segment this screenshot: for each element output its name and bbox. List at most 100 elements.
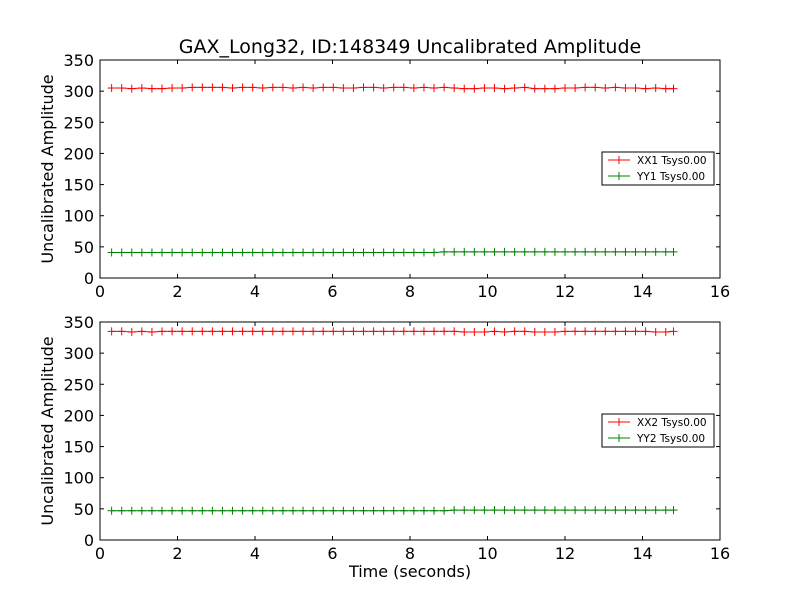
x-tick-label: 6 bbox=[327, 282, 337, 301]
data-point bbox=[430, 84, 439, 93]
data-point bbox=[278, 327, 287, 336]
x-tick-label: 8 bbox=[405, 544, 415, 563]
data-point bbox=[591, 83, 600, 92]
data-point bbox=[490, 247, 499, 256]
data-point bbox=[178, 248, 187, 257]
data-point bbox=[178, 327, 187, 336]
data-point bbox=[561, 327, 569, 336]
data-point bbox=[641, 84, 650, 93]
x-tick-label: 0 bbox=[95, 544, 105, 563]
data-point bbox=[669, 506, 678, 515]
data-point bbox=[309, 327, 318, 336]
x-tick-label: 16 bbox=[710, 282, 730, 301]
data-point bbox=[540, 327, 549, 336]
data-point bbox=[631, 327, 640, 336]
data-point bbox=[309, 84, 318, 93]
data-point bbox=[440, 327, 449, 336]
data-point bbox=[258, 84, 267, 93]
data-point bbox=[198, 506, 207, 515]
data-point bbox=[158, 506, 166, 515]
y-tick-label: 50 bbox=[74, 238, 94, 257]
data-point bbox=[299, 83, 308, 92]
data-point bbox=[510, 84, 519, 93]
y-tick-label: 350 bbox=[63, 51, 94, 70]
data-point bbox=[147, 327, 156, 336]
data-point bbox=[258, 327, 267, 336]
data-point bbox=[359, 506, 368, 515]
x-tick-label: 14 bbox=[632, 544, 652, 563]
data-point bbox=[480, 84, 489, 93]
y-tick-label: 300 bbox=[63, 82, 94, 101]
data-point bbox=[601, 506, 610, 515]
data-point bbox=[198, 248, 207, 257]
data-point bbox=[540, 247, 549, 256]
data-point bbox=[168, 506, 177, 515]
data-point bbox=[127, 506, 136, 515]
data-point bbox=[268, 506, 277, 515]
data-point bbox=[500, 84, 509, 93]
data-point bbox=[158, 248, 166, 257]
data-point bbox=[450, 327, 459, 336]
data-point bbox=[258, 248, 267, 257]
data-point bbox=[268, 83, 277, 92]
data-point bbox=[107, 84, 116, 93]
data-point bbox=[369, 248, 378, 257]
data-point bbox=[319, 327, 328, 336]
data-point bbox=[127, 248, 136, 257]
data-point bbox=[561, 84, 569, 93]
data-point bbox=[369, 506, 378, 515]
data-point bbox=[299, 327, 308, 336]
legend-label: XX2 Tsys0.00 bbox=[637, 417, 707, 429]
data-point bbox=[460, 84, 469, 93]
data-point bbox=[611, 247, 620, 256]
data-point bbox=[510, 247, 519, 256]
data-point bbox=[520, 506, 529, 515]
data-point bbox=[127, 84, 136, 93]
data-point bbox=[520, 247, 529, 256]
data-point bbox=[218, 83, 227, 92]
data-point bbox=[339, 248, 348, 257]
data-point bbox=[530, 247, 539, 256]
data-point bbox=[500, 247, 509, 256]
data-point bbox=[339, 84, 348, 93]
x-tick-label: 10 bbox=[477, 282, 497, 301]
data-point bbox=[178, 506, 187, 515]
data-point bbox=[669, 327, 678, 336]
data-point bbox=[188, 83, 197, 92]
data-point bbox=[288, 327, 297, 336]
y-tick-label: 300 bbox=[63, 344, 94, 363]
data-point bbox=[550, 247, 559, 256]
data-point bbox=[198, 327, 207, 336]
data-point bbox=[540, 506, 549, 515]
data-point bbox=[268, 248, 277, 257]
data-point bbox=[611, 83, 620, 92]
x-tick-label: 2 bbox=[172, 282, 182, 301]
data-point bbox=[581, 247, 590, 256]
data-point bbox=[419, 506, 428, 515]
data-point bbox=[450, 247, 459, 256]
data-point bbox=[309, 506, 318, 515]
data-point bbox=[218, 327, 227, 336]
data-point bbox=[631, 247, 640, 256]
data-point bbox=[591, 506, 600, 515]
data-point bbox=[651, 84, 660, 93]
data-point bbox=[601, 84, 610, 93]
data-point bbox=[107, 248, 116, 257]
data-point bbox=[611, 327, 620, 336]
data-point bbox=[228, 327, 237, 336]
data-point bbox=[409, 327, 418, 336]
data-point bbox=[669, 247, 678, 256]
data-point bbox=[520, 327, 529, 336]
data-point bbox=[490, 506, 499, 515]
data-point bbox=[359, 327, 368, 336]
data-point bbox=[450, 84, 459, 93]
data-point bbox=[369, 83, 378, 92]
y-axis-label: Uncalibrated Amplitude bbox=[38, 74, 57, 263]
data-point bbox=[228, 84, 237, 93]
data-point bbox=[601, 247, 610, 256]
data-point bbox=[147, 248, 156, 257]
data-point bbox=[621, 327, 630, 336]
data-point bbox=[500, 327, 509, 336]
data-point bbox=[621, 247, 630, 256]
x-tick-label: 2 bbox=[172, 544, 182, 563]
